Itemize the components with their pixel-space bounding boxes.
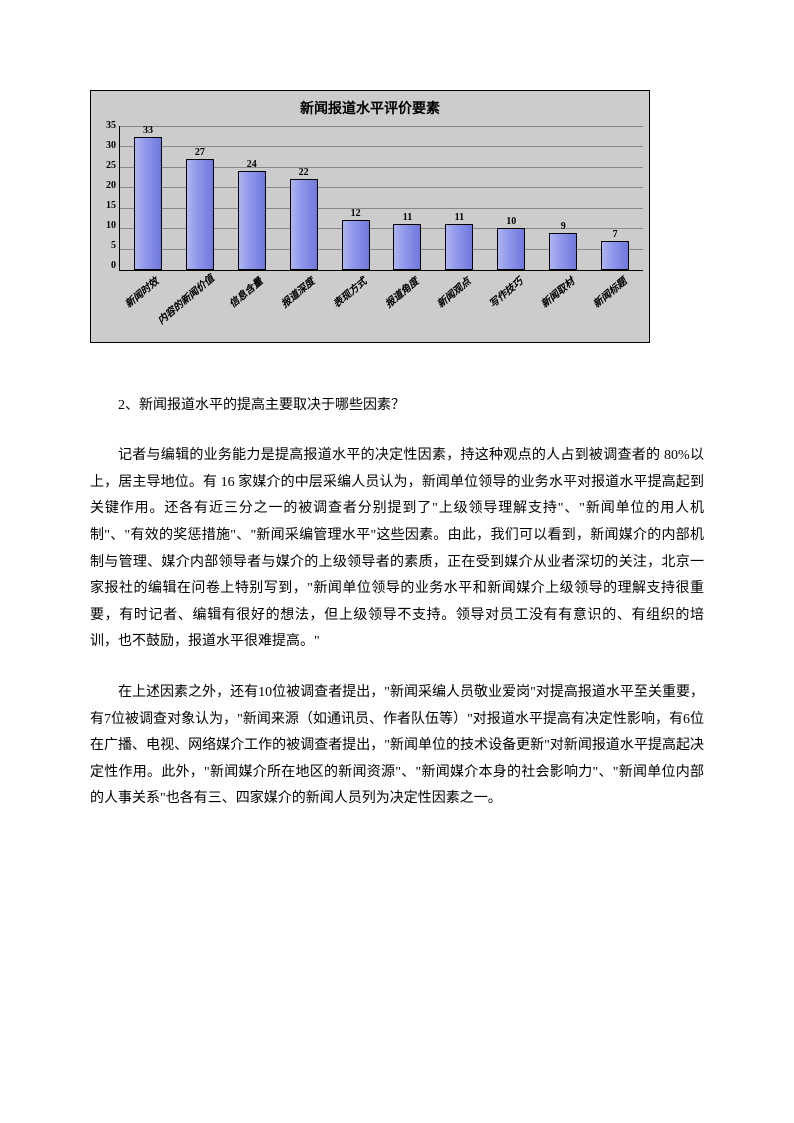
y-tick: 5 bbox=[97, 241, 116, 251]
bar-value-label: 27 bbox=[195, 148, 205, 158]
paragraph-2: 在上述因素之外，还有10位被调查者提出，"新闻采编人员敬业爱岗"对提高报道水平至… bbox=[90, 680, 704, 813]
bar bbox=[549, 233, 577, 270]
bar bbox=[238, 171, 266, 270]
bar bbox=[342, 220, 370, 269]
bar-value-label: 9 bbox=[561, 222, 566, 232]
y-tick: 30 bbox=[97, 141, 116, 151]
bar-slot: 9 bbox=[537, 126, 589, 270]
paragraph-1: 记者与编辑的业务能力是提高报道水平的决定性因素，持这种观点的人占到被调查者的 8… bbox=[90, 443, 704, 656]
x-label-slot: 新闻观点 bbox=[433, 271, 485, 336]
bar bbox=[290, 179, 318, 270]
chart-container: 新闻报道水平评价要素 0 5 10 15 20 25 30 35 33 27 24 22 12 11 11… bbox=[90, 90, 650, 343]
y-axis: 05101520253035 bbox=[97, 126, 119, 271]
bar-value-label: 22 bbox=[299, 168, 309, 178]
x-label-slot: 信息含量 bbox=[225, 271, 277, 336]
bar-slot: 10 bbox=[485, 126, 537, 270]
y-tick: 10 bbox=[97, 221, 116, 231]
chart-inner: 新闻报道水平评价要素 0 5 10 15 20 25 30 35 33 27 24 22 12 11 11… bbox=[97, 97, 643, 336]
chart-title: 新闻报道水平评价要素 bbox=[97, 97, 643, 124]
plot-area: 33 27 24 22 12 11 11 10 9 7 bbox=[119, 126, 643, 271]
x-label-slot: 内容的新闻价值 bbox=[173, 271, 225, 336]
x-label-slot: 报道角度 bbox=[381, 271, 433, 336]
bar-slot: 11 bbox=[433, 126, 485, 270]
x-label-slot: 报道深度 bbox=[277, 271, 329, 336]
bar-value-label: 10 bbox=[506, 217, 516, 227]
y-tick: 35 bbox=[97, 121, 116, 131]
y-tick: 25 bbox=[97, 161, 116, 171]
bar-slot: 33 bbox=[122, 126, 174, 270]
y-tick: 20 bbox=[97, 181, 116, 191]
bar bbox=[601, 241, 629, 270]
bar-value-label: 24 bbox=[247, 160, 257, 170]
bar-value-label: 12 bbox=[351, 209, 361, 219]
y-tick: 15 bbox=[97, 201, 116, 211]
bar-slot: 12 bbox=[330, 126, 382, 270]
bar-slot: 7 bbox=[589, 126, 641, 270]
bar-slot: 24 bbox=[226, 126, 278, 270]
bar bbox=[393, 224, 421, 269]
bar-slot: 11 bbox=[382, 126, 434, 270]
bar-value-label: 11 bbox=[455, 213, 464, 223]
chart-body: 05101520253035 332724221211111097 bbox=[97, 126, 643, 271]
x-label-slot: 写作技巧 bbox=[485, 271, 537, 336]
bar-slot: 22 bbox=[278, 126, 330, 270]
x-label-slot: 新闻取材 bbox=[537, 271, 589, 336]
y-tick: 0 bbox=[97, 261, 116, 271]
bar-value-label: 33 bbox=[143, 126, 153, 136]
bar bbox=[134, 137, 162, 270]
x-label-slot: 表现方式 bbox=[329, 271, 381, 336]
bar-value-label: 7 bbox=[613, 230, 618, 240]
x-label-slot: 新闻标题 bbox=[589, 271, 641, 336]
bar-slot: 27 bbox=[174, 126, 226, 270]
bar bbox=[445, 224, 473, 269]
section-title: 2、新闻报道水平的提高主要取决于哪些因素？ bbox=[90, 393, 704, 420]
x-labels: 新闻时效内容的新闻价值信息含量报道深度表现方式报道角度新闻观点写作技巧新闻取材新… bbox=[119, 271, 643, 336]
bar bbox=[497, 228, 525, 269]
bar-value-label: 11 bbox=[403, 213, 412, 223]
bar bbox=[186, 159, 214, 270]
